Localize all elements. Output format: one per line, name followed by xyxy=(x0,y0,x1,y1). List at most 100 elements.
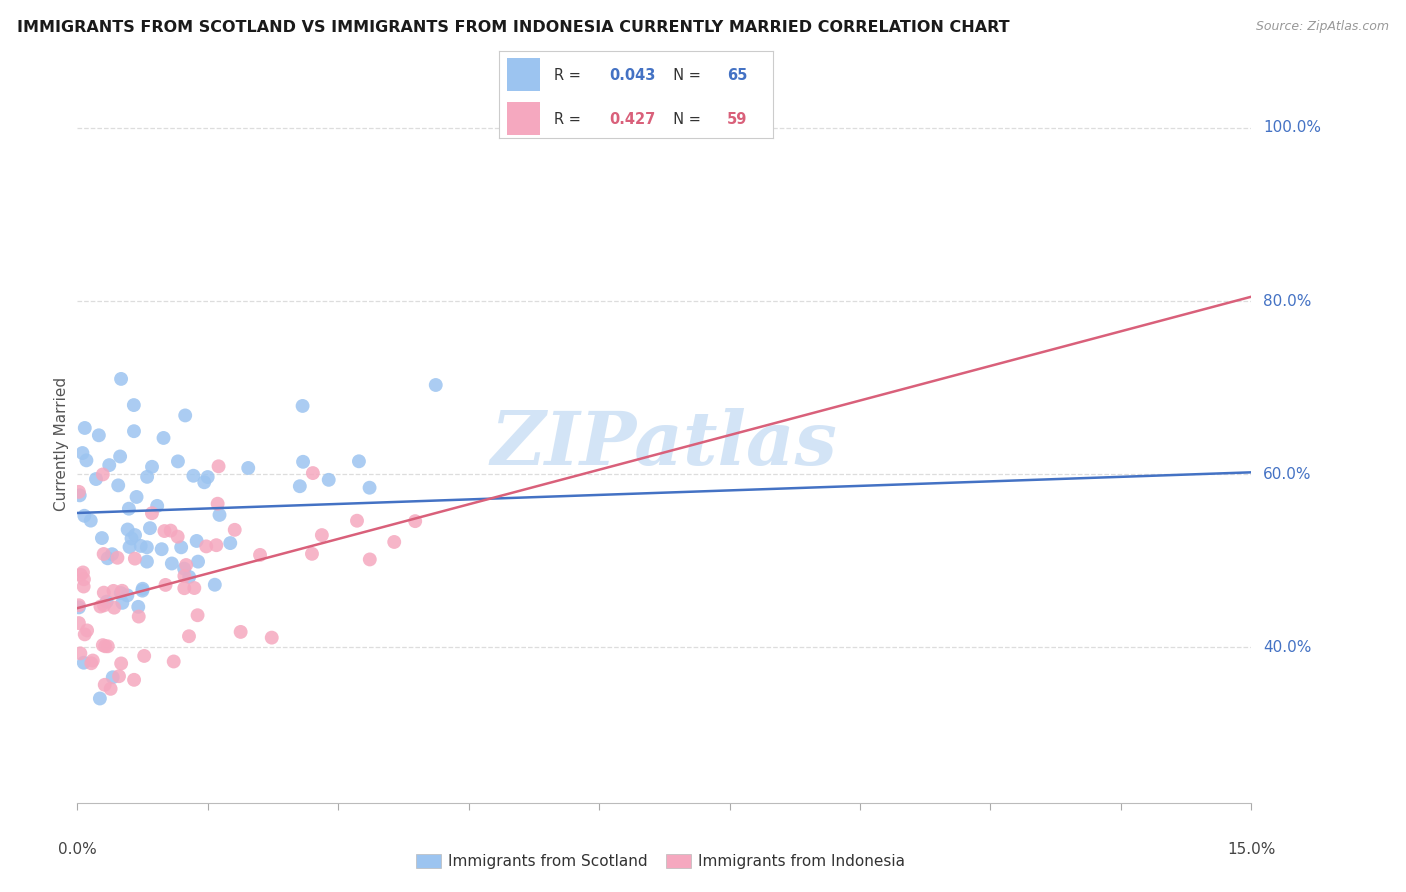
Text: 0.427: 0.427 xyxy=(609,112,655,127)
Point xyxy=(80,657,103,671)
Point xyxy=(146,499,169,513)
Point xyxy=(67,600,90,615)
Point xyxy=(97,640,120,654)
Point xyxy=(69,567,91,582)
Text: N =: N = xyxy=(664,68,706,83)
Point xyxy=(159,524,181,538)
Text: 40.0%: 40.0% xyxy=(1263,640,1312,655)
Point xyxy=(224,523,246,537)
Point xyxy=(346,514,368,528)
Point xyxy=(173,561,195,575)
Point xyxy=(186,533,208,548)
Point xyxy=(69,646,91,660)
Point xyxy=(107,550,129,565)
Point xyxy=(136,555,159,569)
Point xyxy=(205,538,228,552)
Point xyxy=(141,459,163,474)
Text: 0.043: 0.043 xyxy=(609,68,655,83)
Point xyxy=(107,478,129,492)
Point xyxy=(292,455,315,469)
Point xyxy=(73,627,96,641)
Text: R =: R = xyxy=(554,68,585,83)
Point xyxy=(127,599,149,614)
Point xyxy=(67,599,90,613)
Text: Source: ZipAtlas.com: Source: ZipAtlas.com xyxy=(1256,20,1389,33)
Text: 0.0%: 0.0% xyxy=(58,842,97,857)
Point xyxy=(87,428,110,442)
Point xyxy=(125,490,148,504)
Point xyxy=(207,497,229,511)
Point xyxy=(359,552,381,566)
Point xyxy=(382,535,405,549)
Point xyxy=(301,547,323,561)
Point xyxy=(101,670,124,684)
Point xyxy=(141,506,163,520)
Point xyxy=(103,600,125,615)
Point xyxy=(131,583,153,598)
Point xyxy=(108,450,131,464)
Point xyxy=(229,624,252,639)
Point xyxy=(96,594,118,608)
Point xyxy=(124,528,146,542)
Point xyxy=(139,521,162,535)
Point xyxy=(302,466,325,480)
Point xyxy=(73,656,96,670)
Point xyxy=(187,555,209,569)
Point xyxy=(98,458,121,472)
Point xyxy=(93,678,115,692)
Point xyxy=(291,399,314,413)
Bar xyxy=(508,58,540,91)
Point xyxy=(170,541,193,555)
Point xyxy=(111,596,134,610)
Point xyxy=(153,524,176,538)
Point xyxy=(108,669,131,683)
Point xyxy=(155,578,177,592)
Point xyxy=(160,557,183,571)
Point xyxy=(173,569,195,583)
Point xyxy=(94,640,117,654)
Point xyxy=(103,583,125,598)
Point xyxy=(121,532,143,546)
Point xyxy=(124,551,146,566)
Point xyxy=(167,454,190,468)
Point xyxy=(359,481,381,495)
Point xyxy=(131,582,153,596)
Point xyxy=(347,454,370,468)
Text: N =: N = xyxy=(664,112,706,127)
Point xyxy=(67,616,90,631)
Point xyxy=(122,398,145,412)
Point xyxy=(72,580,94,594)
Point xyxy=(249,548,271,562)
Point xyxy=(93,547,115,561)
Text: 100.0%: 100.0% xyxy=(1263,120,1322,136)
Point xyxy=(174,558,197,572)
Point xyxy=(128,609,150,624)
Point xyxy=(152,431,174,445)
Point xyxy=(135,541,157,555)
Point xyxy=(404,514,426,528)
Point xyxy=(91,638,114,652)
Point xyxy=(177,629,200,643)
Point xyxy=(219,536,242,550)
Text: 65: 65 xyxy=(727,68,747,83)
Point xyxy=(73,572,96,586)
Point xyxy=(260,631,283,645)
Point xyxy=(100,681,122,696)
Point xyxy=(72,566,94,580)
Point xyxy=(318,473,340,487)
Text: 15.0%: 15.0% xyxy=(1227,842,1275,857)
Point xyxy=(93,599,115,613)
Point xyxy=(425,378,447,392)
Point xyxy=(195,540,218,554)
Point xyxy=(80,514,103,528)
Point xyxy=(67,484,90,499)
Point xyxy=(75,453,97,467)
Point xyxy=(69,488,91,502)
Point xyxy=(110,372,132,386)
Point xyxy=(193,475,215,490)
Text: R =: R = xyxy=(554,112,585,127)
Point xyxy=(183,468,205,483)
Point xyxy=(187,608,209,623)
Text: IMMIGRANTS FROM SCOTLAND VS IMMIGRANTS FROM INDONESIA CURRENTLY MARRIED CORRELAT: IMMIGRANTS FROM SCOTLAND VS IMMIGRANTS F… xyxy=(17,20,1010,35)
Point xyxy=(111,583,134,598)
